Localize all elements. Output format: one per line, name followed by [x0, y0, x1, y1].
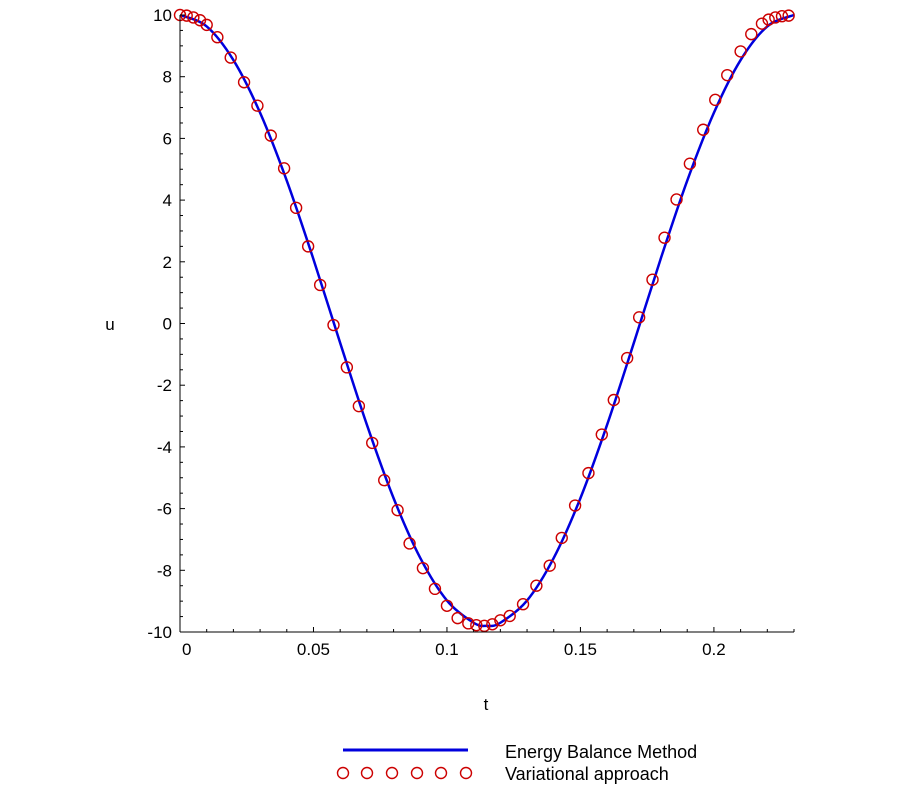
- series-point-variational: [301, 240, 315, 253]
- y-axis-title: u: [105, 315, 114, 334]
- y-tick-label: -10: [147, 623, 172, 642]
- y-tick-label: 4: [163, 191, 172, 210]
- series-point-variational: [709, 93, 722, 107]
- series-line-energy-balance: [179, 13, 795, 628]
- series-point-variational: [391, 503, 404, 517]
- series-point-variational: [211, 31, 224, 44]
- series-point-variational: [555, 531, 568, 545]
- series-point-variational: [352, 399, 366, 413]
- series-point-variational: [251, 99, 264, 112]
- series-point-variational: [486, 618, 499, 631]
- series-point-variational: [595, 428, 608, 441]
- x-tick-label: 0.2: [702, 640, 726, 659]
- series-point-variational: [721, 68, 734, 82]
- series-point-variational: [378, 474, 391, 487]
- series-point-variational: [734, 45, 747, 58]
- series-point-variational: [440, 599, 454, 612]
- series-point-variational: [478, 619, 491, 633]
- series-point-variational: [530, 579, 543, 592]
- series-point-variational: [224, 51, 237, 64]
- y-tick-label: -8: [157, 561, 172, 580]
- series-point-variational: [193, 14, 207, 27]
- series-point-variational: [237, 76, 251, 89]
- series-point-variational: [416, 561, 430, 575]
- series-point-variational: [745, 27, 758, 41]
- legend-marker-swatch: [410, 766, 424, 780]
- series-point-variational: [187, 11, 200, 24]
- y-tick-label: 6: [163, 129, 172, 148]
- series-point-variational: [658, 231, 671, 244]
- legend-marker-swatch: [459, 766, 473, 780]
- series-point-variational: [327, 318, 340, 332]
- y-tick-label: -6: [157, 500, 172, 519]
- legend-label-variational: Variational approach: [505, 764, 669, 784]
- series-point-variational: [568, 499, 582, 512]
- x-tick-label: 0.05: [297, 640, 330, 659]
- legend-marker-swatch: [360, 766, 374, 780]
- series-point-variational: [516, 598, 530, 611]
- y-tick-label: 10: [153, 6, 172, 25]
- series-point-variational: [543, 559, 556, 572]
- y-tick-label: 2: [163, 253, 172, 272]
- series-point-variational: [470, 619, 483, 632]
- series-point-variational: [620, 351, 634, 365]
- series-point-variational: [683, 157, 697, 170]
- series-point-variational: [782, 9, 795, 22]
- series-point-variational: [180, 9, 193, 22]
- x-tick-label: 0.15: [564, 640, 597, 659]
- series-point-variational: [769, 11, 782, 24]
- series-point-variational: [289, 201, 303, 215]
- y-tick-label: 0: [163, 315, 172, 334]
- legend-marker-swatch: [336, 766, 350, 780]
- x-tick-label: 0: [182, 640, 191, 659]
- series-point-variational: [582, 466, 595, 480]
- series-point-variational: [775, 10, 789, 23]
- series-point-variational: [200, 18, 213, 32]
- series-point-variational: [697, 123, 710, 136]
- legend-marker-swatch: [434, 766, 448, 780]
- legend-label-energy-balance: Energy Balance Method: [505, 742, 697, 762]
- series-point-variational: [366, 436, 379, 450]
- axes: 10 8 6 4 2 0 -2 -4 -6 -8 -10 0 0.05 0.1 0.15 0.2: [147, 6, 795, 659]
- plot-area: [173, 8, 795, 633]
- series-point-variational: [403, 537, 416, 550]
- series-point-variational: [264, 129, 277, 142]
- series-point-variational: [277, 162, 291, 175]
- x-tick-label: 0.1: [435, 640, 459, 659]
- series-point-variational: [670, 193, 683, 206]
- series-point-variational: [755, 17, 769, 30]
- x-axis-title: t: [484, 695, 489, 714]
- series-point-variational: [762, 13, 775, 26]
- series-point-variational: [340, 361, 354, 374]
- series-point-variational: [313, 278, 327, 292]
- series-point-variational: [646, 273, 659, 286]
- legend-marker-swatch: [385, 766, 399, 780]
- series-point-variational: [451, 611, 464, 625]
- y-tick-label: 8: [163, 68, 172, 87]
- y-tick-label: -2: [157, 376, 172, 395]
- series-point-variational: [632, 311, 646, 324]
- series-point-variational: [428, 582, 442, 596]
- y-tick-label: -4: [157, 438, 172, 457]
- series-point-variational: [462, 617, 475, 630]
- series-point-variational: [503, 609, 516, 623]
- series-point-variational: [607, 393, 621, 407]
